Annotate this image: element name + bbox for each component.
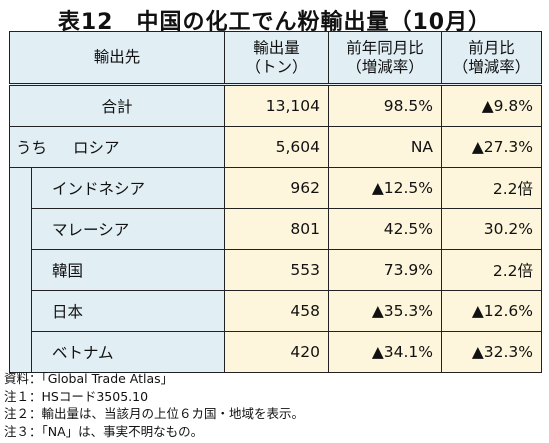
table-row: 韓国 553 73.9% 2.2倍 — [9, 249, 543, 291]
yoy-cell: ▲34.1% — [328, 331, 443, 373]
country-name: ベトナム — [30, 331, 226, 373]
indent-cell — [9, 290, 32, 332]
volume-cell: 962 — [224, 167, 330, 209]
note-3: 注３：「NA」は、事実不明なもの。 — [4, 423, 204, 439]
note-2: 注２：輸出量は、当該月の上位６カ国・地域を表示。 — [4, 406, 305, 421]
header-volume-line2: （トン） — [245, 57, 308, 76]
note-source: 資料：「Global Trade Atlas」 — [4, 371, 174, 386]
header-mom-line1: 前月比 — [468, 38, 515, 57]
volume-cell: 801 — [224, 208, 330, 250]
header-yoy-line1: 前年同月比 — [346, 38, 424, 57]
header-row: 輸出先 輸出量 （トン） 前年同月比 （増減率） 前月比 （増減率） — [8, 31, 543, 86]
indent-cell — [9, 331, 32, 373]
export-table: 輸出先 輸出量 （トン） 前年同月比 （増減率） 前月比 （増減率） 合計 13… — [8, 31, 543, 373]
header-mom: 前月比 （増減率） — [441, 31, 543, 86]
mom-cell: ▲12.6% — [441, 290, 543, 332]
yoy-cell: 73.9% — [328, 249, 443, 291]
header-mom-line2: （増減率） — [452, 57, 531, 76]
total-yoy: 98.5% — [328, 84, 443, 127]
header-yoy: 前年同月比 （増減率） — [328, 31, 443, 86]
indent-cell — [9, 208, 32, 250]
indent-cell — [9, 167, 32, 209]
volume-cell: 420 — [224, 331, 330, 373]
yoy-cell: ▲35.3% — [328, 290, 443, 332]
header-volume-line1: 輸出量 — [253, 38, 300, 57]
country-name: インドネシア — [30, 167, 226, 209]
mom-cell: ▲27.3% — [441, 126, 543, 168]
volume-cell: 553 — [224, 249, 330, 291]
country-name: 韓国 — [30, 249, 226, 291]
table-row: インドネシア 962 ▲12.5% 2.2倍 — [9, 167, 543, 209]
mom-cell: 2.2倍 — [441, 167, 543, 209]
header-destination: 輸出先 — [8, 31, 226, 86]
table-row: うち ロシア 5,604 NA ▲27.3% — [8, 126, 543, 168]
country-name: ロシア — [73, 139, 120, 157]
volume-cell: 5,604 — [224, 126, 330, 168]
table-row: 日本 458 ▲35.3% ▲12.6% — [9, 290, 543, 332]
country-name: マレーシア — [30, 208, 226, 250]
volume-cell: 458 — [224, 290, 330, 332]
header-volume: 輸出量 （トン） — [224, 31, 330, 86]
mom-cell: 30.2% — [441, 208, 543, 250]
table-row-total: 合計 13,104 98.5% ▲9.8% — [8, 84, 543, 127]
table-row: マレーシア 801 42.5% 30.2% — [9, 208, 543, 250]
indent-cell — [9, 249, 32, 291]
total-mom: ▲9.8% — [441, 84, 543, 127]
mom-cell: 2.2倍 — [441, 249, 543, 291]
note-1: 注１：HSコード3505.10 — [4, 388, 149, 404]
yoy-cell: NA — [328, 126, 443, 168]
mom-cell: ▲32.3% — [441, 331, 543, 373]
table-row: ベトナム 420 ▲34.1% ▲32.3% — [9, 331, 543, 373]
row-label-russia: うち ロシア — [8, 126, 226, 168]
header-yoy-line2: （増減率） — [346, 57, 424, 76]
table-title: 表12 中国の化工でん粉輸出量（10月） — [57, 10, 492, 35]
yoy-cell: ▲12.5% — [328, 167, 443, 209]
total-label: 合計 — [8, 84, 226, 127]
yoy-cell: 42.5% — [328, 208, 443, 250]
notes: 資料：「Global Trade Atlas」 注１：HSコード3505.10 … — [4, 370, 304, 440]
total-volume: 13,104 — [224, 84, 330, 127]
country-name: 日本 — [30, 290, 226, 332]
uchi-label: うち — [16, 139, 48, 157]
